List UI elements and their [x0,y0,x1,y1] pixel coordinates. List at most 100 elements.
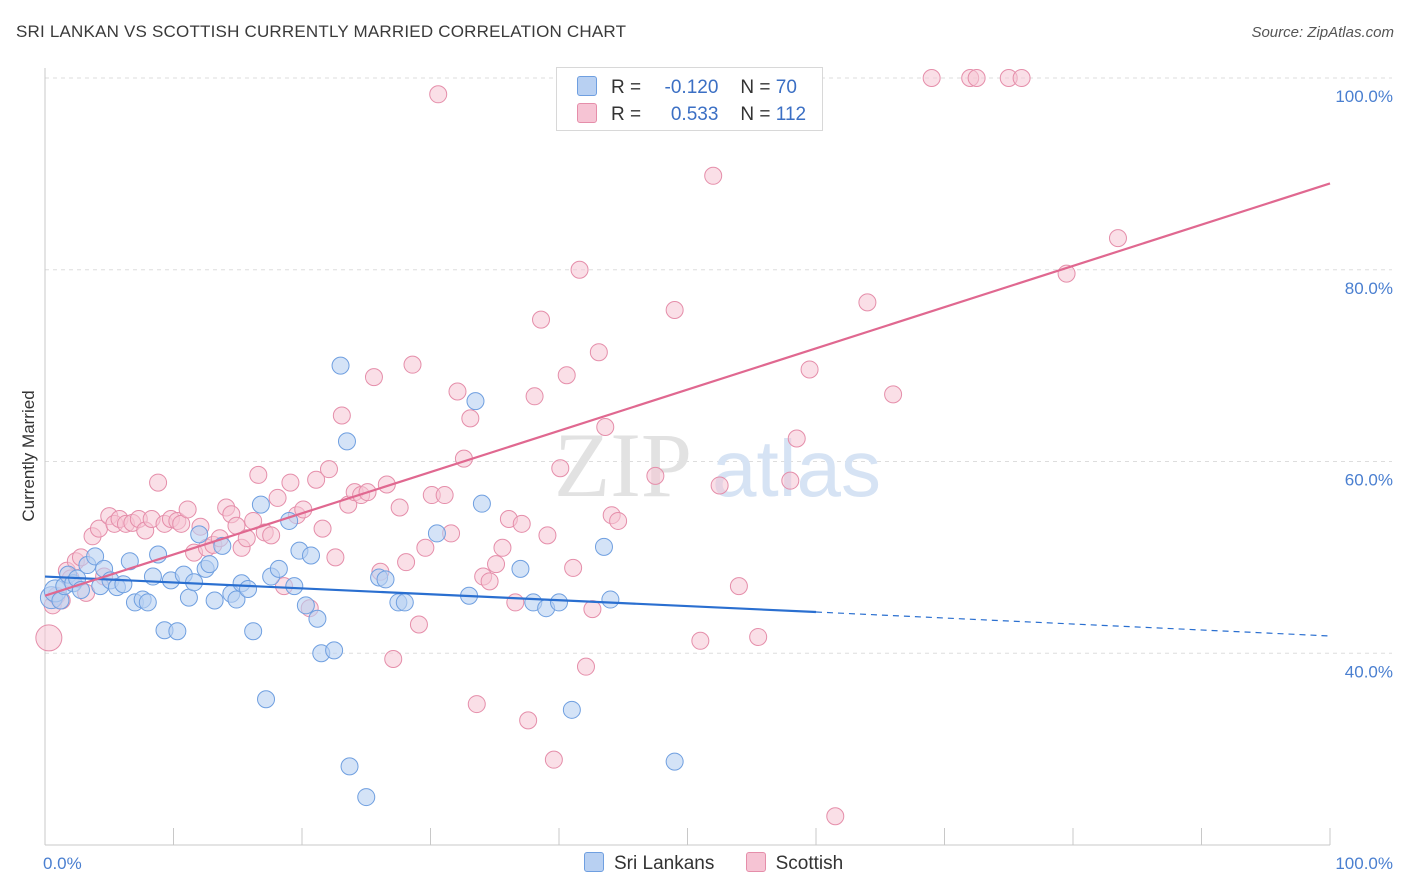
sri-lankan-point [357,788,376,807]
scottish-point [922,69,941,87]
scottish-point [332,406,351,425]
sri-lankan-point [296,596,315,615]
scottish-point [384,650,403,669]
scottish-point [858,293,877,312]
sri-lankan-point [427,524,446,543]
chart-title: SRI LANKAN VS SCOTTISH CURRENTLY MARRIED… [16,22,627,41]
scottish-point [262,526,281,545]
scottish-point [749,627,768,646]
sri-lankan-point [472,494,491,513]
series-legend: Sri Lankans Scottish [584,852,869,875]
sri-lankan-point [168,622,187,641]
scottish-point [596,417,615,436]
sri-lankan-point [86,547,105,566]
sri-lankan-point [665,752,684,771]
y-tick-label-100: 100.0% [1335,87,1393,106]
scottish-point [544,750,563,769]
scottish-point [583,600,602,619]
sri-lankan-point [511,559,530,578]
legend-r-label: R = [611,104,642,125]
sri-lankan-point [120,552,139,571]
scottish-point [512,514,531,533]
series-legend-sri-lankans[interactable]: Sri Lankans [584,852,714,875]
scottish-point [249,465,268,484]
scottish-point [729,577,748,596]
scottish-point [281,473,300,492]
scottish-point [461,409,480,428]
sri-lankan-point [601,590,620,609]
scottish-point [448,382,467,401]
sri-lankan-point [301,546,320,565]
sri-lankan-point [257,690,276,709]
legend-n-label: N = [740,104,771,125]
watermark-zip: ZIP [554,414,692,516]
scottish-point [409,615,428,634]
sri-lankan-point [239,580,258,599]
scottish-point [319,460,338,479]
scottish-point [506,593,525,612]
scottish-point [149,473,168,492]
y-tick-label-60: 60.0% [1345,471,1393,490]
series-label: Sri Lankans [614,853,715,874]
scottish-point [691,631,710,650]
tick-labels: 40.0% 60.0% 80.0% 100.0% 0.0% 100.0% [43,87,1393,873]
trend-lines [44,182,1331,637]
scottish-point [532,310,551,329]
legend-row-scottish: R = 0.533 N = 112 [577,103,806,127]
scottish-point [493,538,512,557]
sri-lankan-point [325,641,344,660]
sri-lankan-point [190,525,209,544]
sri-lankan-point [213,536,232,555]
sri-lankan-point [205,591,224,610]
scottish-point [646,466,665,485]
x-tick-label-max: 100.0% [1335,854,1393,873]
sri-lankan-point [308,609,327,628]
series-swatch-blue [584,852,604,872]
scottish-point [403,355,422,374]
legend-r-value: -0.120 [664,77,719,98]
scottish-point [710,476,729,495]
scottish-point [467,695,486,714]
scottish-point [781,471,800,490]
sri-lankan-point [594,537,613,556]
sri-lankan-point [138,593,157,612]
legend-n-value: 112 [775,104,807,125]
scottish-point [1108,229,1127,248]
scottish-point [390,498,409,517]
scottish-point [557,366,576,385]
sri-lankan-point [200,555,219,574]
scottish-point [178,500,197,519]
scottish-point [416,538,435,557]
sri-lankan-point [285,577,304,596]
correlation-legend: R = -0.120 N = 70 R = 0.533 N = 112 [556,67,823,131]
scottish-point [576,657,595,676]
scottish-point [1012,69,1031,87]
sri-lankan-point [466,392,485,411]
scottish-point [237,529,256,548]
source-label: Source: ZipAtlas.com [1251,24,1394,41]
sri-lankan-trend-extension [815,611,1331,637]
scottish-point [787,429,806,448]
sri-lankan-point [337,432,356,451]
scottish-point [519,711,538,730]
scottish-point [480,572,499,591]
series-swatch-pink [745,852,766,872]
y-tick-label-80: 80.0% [1345,279,1393,298]
sri-lankan-point [331,356,350,375]
scottish-point [326,548,345,567]
sri-lankan-point [227,590,246,609]
scottish-point [377,475,396,494]
scottish-point [313,519,332,538]
scottish-point [967,69,986,87]
axes [44,68,1331,846]
scottish-point [364,368,383,387]
scottish-point [538,526,557,545]
scottish-point [570,260,589,279]
scottish-point [564,558,583,577]
scottish-point [397,553,416,572]
scottish-point [704,166,723,185]
scottish-point [429,85,448,104]
scottish-point [800,360,819,379]
series-legend-scottish[interactable]: Scottish [745,852,843,875]
